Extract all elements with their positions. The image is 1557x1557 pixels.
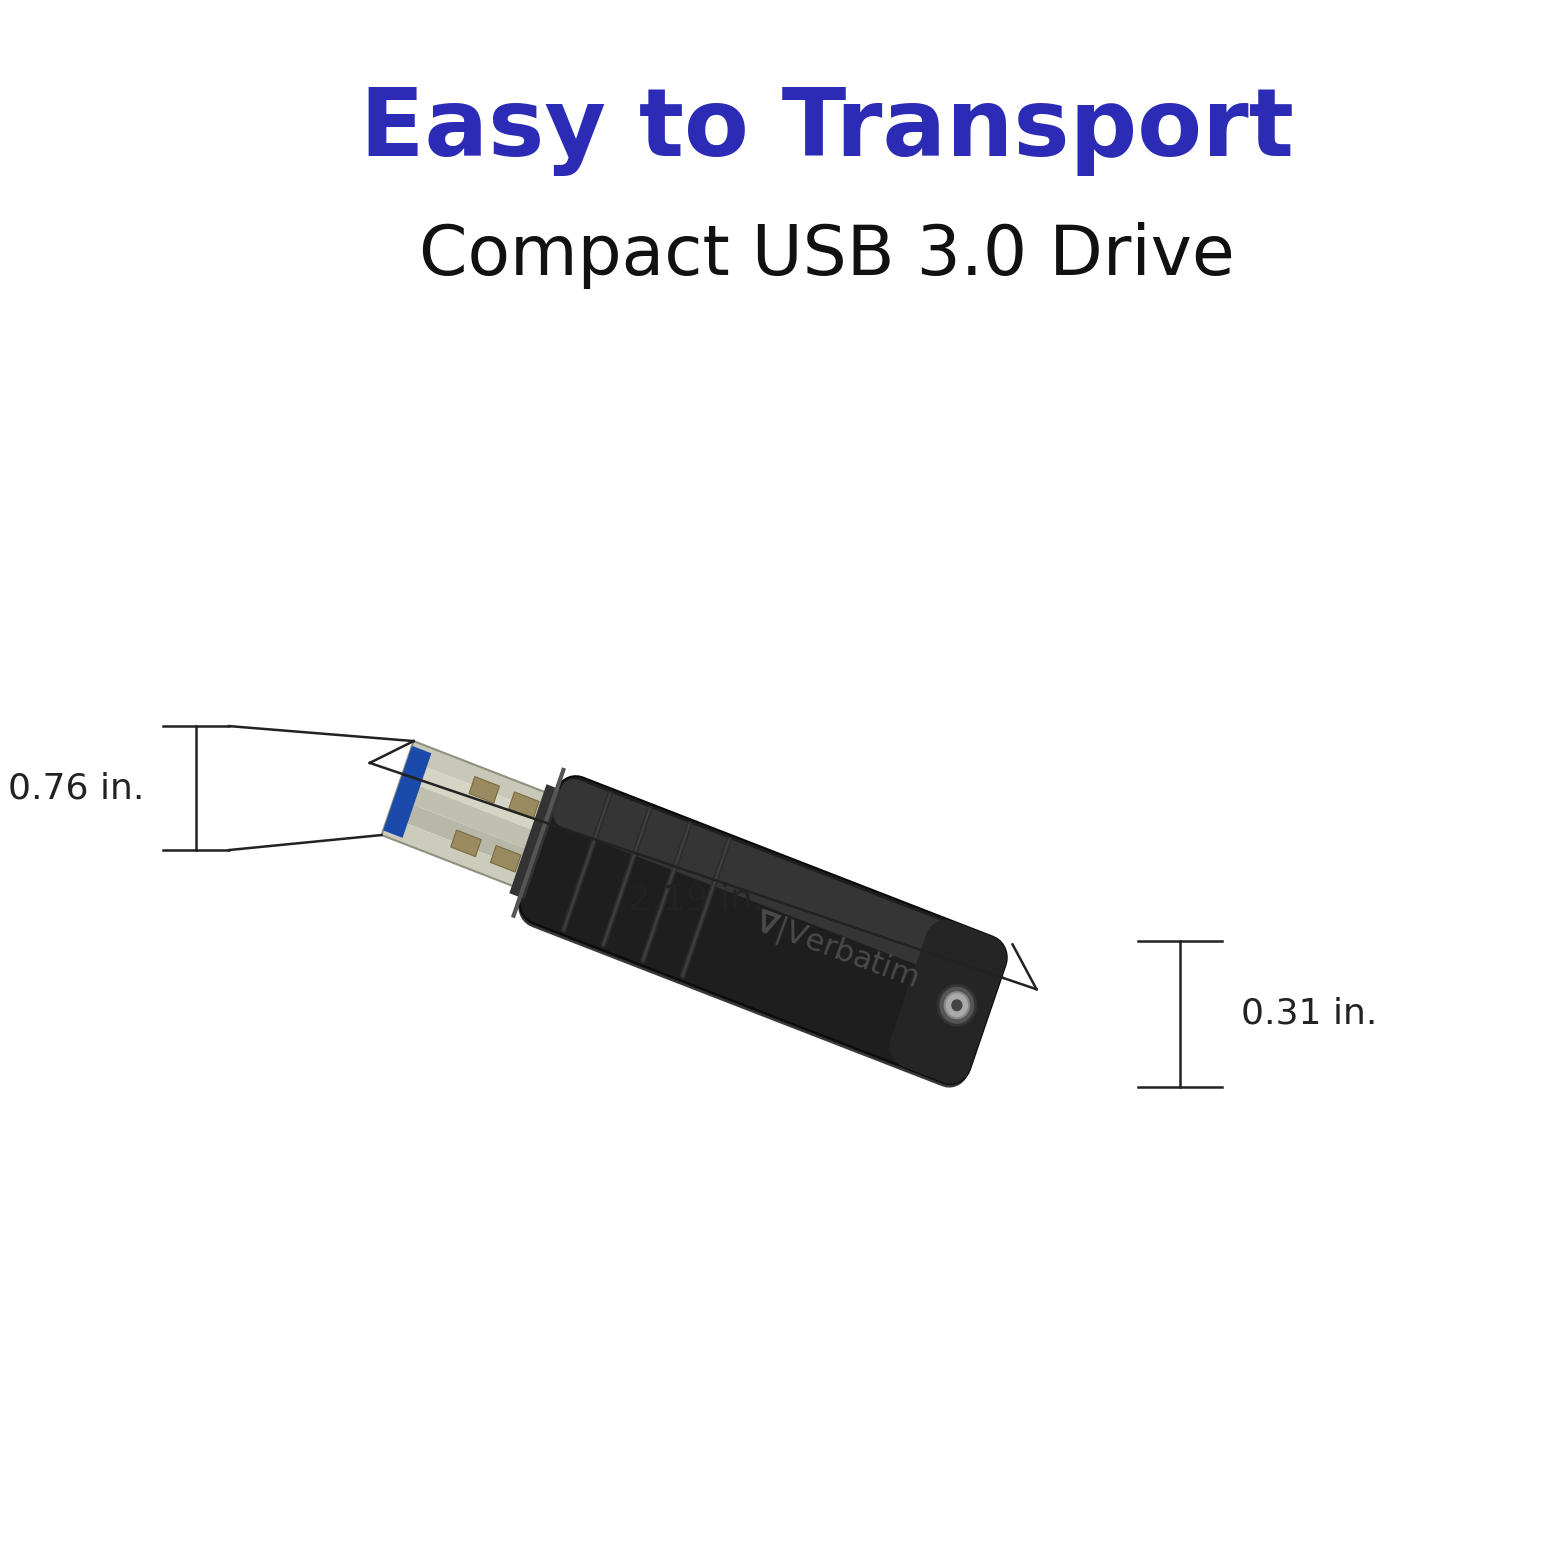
Text: 0.76 in.: 0.76 in. <box>8 771 145 805</box>
Text: Easy to Transport: Easy to Transport <box>360 84 1294 176</box>
Polygon shape <box>553 778 1004 990</box>
Polygon shape <box>400 760 543 831</box>
Text: 0.31 in.: 0.31 in. <box>1241 996 1378 1031</box>
Text: Compact USB 3.0 Drive: Compact USB 3.0 Drive <box>419 221 1235 288</box>
Polygon shape <box>381 816 525 887</box>
Polygon shape <box>383 746 431 838</box>
Polygon shape <box>490 845 522 872</box>
Polygon shape <box>394 778 537 850</box>
Circle shape <box>939 986 976 1025</box>
Circle shape <box>951 1000 962 1010</box>
Text: 2.19 in.: 2.19 in. <box>627 883 764 917</box>
Polygon shape <box>518 780 1006 1088</box>
Text: $\mathbf{\nabla}$|Verbatim: $\mathbf{\nabla}$|Verbatim <box>750 905 922 995</box>
Polygon shape <box>509 785 562 898</box>
Circle shape <box>945 992 968 1018</box>
Polygon shape <box>388 797 531 869</box>
Polygon shape <box>509 793 539 819</box>
Polygon shape <box>520 777 1007 1084</box>
Polygon shape <box>408 741 550 813</box>
Polygon shape <box>889 920 1007 1084</box>
Polygon shape <box>452 830 481 856</box>
Polygon shape <box>518 778 1006 1085</box>
Polygon shape <box>520 777 1007 1084</box>
Polygon shape <box>469 777 500 803</box>
